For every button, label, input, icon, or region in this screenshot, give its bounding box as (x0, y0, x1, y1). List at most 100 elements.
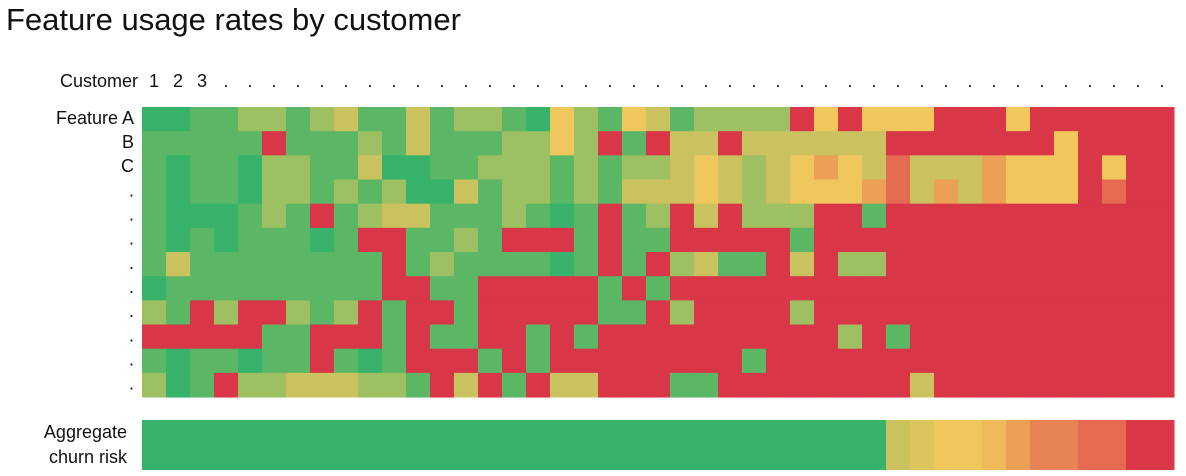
heatmap-cell (1150, 107, 1175, 132)
heatmap-cell (790, 300, 815, 326)
heatmap-cell (190, 252, 215, 277)
heatmap-cell (502, 348, 527, 374)
heatmap-cell (1126, 131, 1151, 156)
heatmap-cell (142, 179, 167, 205)
heatmap-cell (286, 107, 311, 132)
heatmap-cell (430, 107, 455, 132)
heatmap-cell (382, 155, 407, 181)
heatmap-cell (814, 324, 839, 350)
heatmap-cell (934, 324, 959, 350)
heatmap-cell (1126, 348, 1151, 374)
heatmap-cell (550, 300, 575, 326)
heatmap-cell (454, 107, 479, 132)
heatmap-cell (286, 276, 311, 301)
heatmap-cell (1126, 324, 1151, 350)
heatmap-cell (1006, 348, 1031, 374)
heatmap-cell (814, 131, 839, 156)
heatmap-cell (142, 276, 167, 301)
heatmap-cell (238, 348, 263, 374)
heatmap-cell (262, 372, 287, 398)
heatmap-cell (574, 300, 599, 326)
heatmap-cell (622, 179, 647, 205)
heatmap-cell (838, 155, 863, 181)
heatmap-cell (958, 179, 983, 205)
aggregate-cell (142, 420, 167, 470)
heatmap-cell (262, 179, 287, 205)
heatmap-cell (934, 107, 959, 132)
heatmap-cell (694, 155, 719, 181)
heatmap-cell (1150, 203, 1175, 229)
heatmap-cell (430, 348, 455, 374)
heatmap-cell (766, 324, 791, 350)
heatmap-cell (1006, 107, 1031, 132)
heatmap-cell (718, 372, 743, 398)
heatmap-cell (334, 155, 359, 181)
heatmap-cell (478, 276, 503, 301)
heatmap-cell (982, 300, 1007, 326)
heatmap-cell (262, 203, 287, 229)
heatmap-cell (454, 155, 479, 181)
heatmap-cell (934, 252, 959, 277)
heatmap-cell (1054, 252, 1079, 277)
heatmap-cell (1102, 300, 1127, 326)
heatmap-cell (814, 276, 839, 301)
aggregate-cell (526, 420, 551, 470)
heatmap-cell (742, 324, 767, 350)
heatmap-cell (526, 131, 551, 156)
heatmap-cell (406, 227, 431, 253)
aggregate-cell (190, 420, 215, 470)
heatmap-cell (694, 276, 719, 301)
heatmap-cell (838, 276, 863, 301)
heatmap-cell (814, 252, 839, 277)
heatmap-cell (526, 276, 551, 301)
heatmap-cell (454, 300, 479, 326)
heatmap-cell (646, 107, 671, 132)
heatmap-cell (526, 107, 551, 132)
heatmap-cell (502, 131, 527, 156)
heatmap-cell (958, 324, 983, 350)
heatmap-cell (958, 348, 983, 374)
aggregate-cell (166, 420, 191, 470)
y-tick-label: . (129, 229, 134, 249)
heatmap-cell (478, 107, 503, 132)
heatmap-cell (142, 227, 167, 253)
aggregate-cell (910, 420, 935, 470)
heatmap-cell (1006, 179, 1031, 205)
heatmap-cell (670, 227, 695, 253)
heatmap-cell (334, 276, 359, 301)
heatmap-cell (1030, 131, 1055, 156)
heatmap-cell (1054, 324, 1079, 350)
heatmap-cell (286, 324, 311, 350)
heatmap-cell (502, 300, 527, 326)
heatmap-cell (1078, 131, 1103, 156)
heatmap-cell (142, 107, 167, 132)
heatmap-cell (670, 300, 695, 326)
heatmap-cell (262, 348, 287, 374)
heatmap-cell (598, 300, 623, 326)
heatmap-cell (1126, 276, 1151, 301)
heatmap-cell (406, 252, 431, 277)
heatmap-cell (766, 131, 791, 156)
heatmap-cell (142, 348, 167, 374)
heatmap-cell (238, 203, 263, 229)
heatmap-cell (1078, 300, 1103, 326)
heatmap-cell (1150, 155, 1175, 181)
heatmap-cell (934, 348, 959, 374)
heatmap-cell (1102, 372, 1127, 398)
heatmap-cell (1150, 300, 1175, 326)
heatmap-cell (478, 252, 503, 277)
aggregate-cell (766, 420, 791, 470)
heatmap-cell (766, 179, 791, 205)
aggregate-cell (574, 420, 599, 470)
heatmap-cell (574, 179, 599, 205)
aggregate-cell (310, 420, 335, 470)
heatmap-cell (958, 300, 983, 326)
heatmap-cell (142, 300, 167, 326)
heatmap-cell (958, 372, 983, 398)
x-tick-label: . (1063, 71, 1068, 91)
heatmap-cell (1126, 179, 1151, 205)
heatmap-cell (958, 276, 983, 301)
heatmap-cell (1126, 203, 1151, 229)
heatmap-cell (1150, 372, 1175, 398)
